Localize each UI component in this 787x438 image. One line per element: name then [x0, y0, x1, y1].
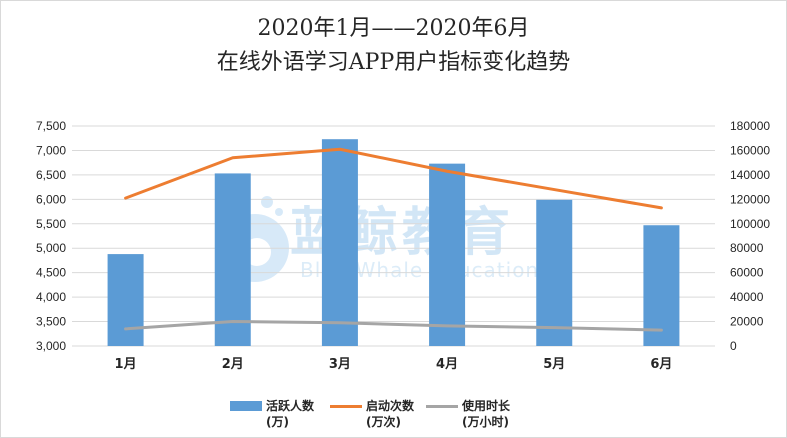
bar-series: [107, 139, 680, 346]
bar-active-users: [214, 173, 251, 346]
bar-active-users: [107, 254, 144, 346]
bar-active-users: [643, 225, 680, 346]
x-category-label: 5月: [543, 357, 565, 372]
line-launches: [124, 147, 663, 210]
right-tick-label: 140000: [730, 168, 770, 182]
legend-item-active-users: 活跃人数 (万): [230, 398, 314, 430]
legend-swatch-bar: [230, 401, 262, 411]
legend-label-launches: 启动次数 (万次): [366, 399, 415, 429]
legend: 活跃人数 (万) 启动次数 (万次) 使用时长 (万小时): [230, 398, 560, 434]
legend-label-usage-time: 使用时长 (万小时): [462, 399, 511, 429]
right-axis-ticks: 0 20000 40000 60000 80000 100000 120000 140000 1…: [730, 119, 770, 353]
legend-item-usage-time: 使用时长 (万小时): [426, 398, 510, 430]
left-tick-label: 6,000: [36, 192, 66, 206]
chart-title: 2020年1月——2020年6月: [257, 16, 530, 41]
x-category-label: 3月: [329, 357, 351, 372]
right-tick-label: 100000: [730, 217, 770, 231]
x-category-label: 1月: [115, 357, 137, 372]
right-tick-label: 80000: [730, 241, 764, 255]
right-tick-label: 60000: [730, 266, 764, 280]
bar-active-users: [536, 199, 573, 346]
left-tick-label: 3,000: [36, 339, 66, 353]
bar-active-users: [429, 163, 466, 346]
right-tick-label: 0: [730, 339, 737, 353]
left-tick-label: 7,500: [36, 119, 66, 133]
chart-subtitle: 在线外语学习APP用户指标变化趋势: [216, 50, 571, 75]
x-axis-categories: 1月 2月 3月 4月 5月 6月: [115, 357, 673, 372]
left-tick-label: 6,500: [36, 168, 66, 182]
left-tick-label: 4,000: [36, 290, 66, 304]
left-tick-label: 4,500: [36, 266, 66, 280]
right-tick-label: 120000: [730, 192, 770, 206]
x-category-label: 6月: [650, 357, 672, 372]
legend-swatch-gray-line: [426, 405, 458, 408]
right-tick-label: 40000: [730, 290, 764, 304]
legend-label-active-users: 活跃人数 (万): [266, 399, 315, 429]
legend-item-launches: 启动次数 (万次): [330, 398, 414, 430]
left-axis-ticks: 3,000 3,500 4,000 4,500 5,000 5,500 6,000 6,500…: [36, 119, 66, 353]
right-tick-label: 160000: [730, 143, 770, 157]
bar-active-users: [321, 139, 358, 346]
left-tick-label: 3,500: [36, 315, 66, 329]
x-category-label: 4月: [436, 357, 458, 372]
line-series: [124, 147, 663, 332]
left-tick-label: 5,500: [36, 217, 66, 231]
line-usage-time: [124, 320, 663, 332]
gridlines: [72, 125, 715, 347]
right-tick-label: 180000: [730, 119, 770, 133]
left-tick-label: 7,000: [36, 143, 66, 157]
right-tick-label: 20000: [730, 315, 764, 329]
left-tick-label: 5,000: [36, 241, 66, 255]
legend-swatch-orange-line: [330, 405, 362, 408]
x-category-label: 2月: [222, 357, 244, 372]
